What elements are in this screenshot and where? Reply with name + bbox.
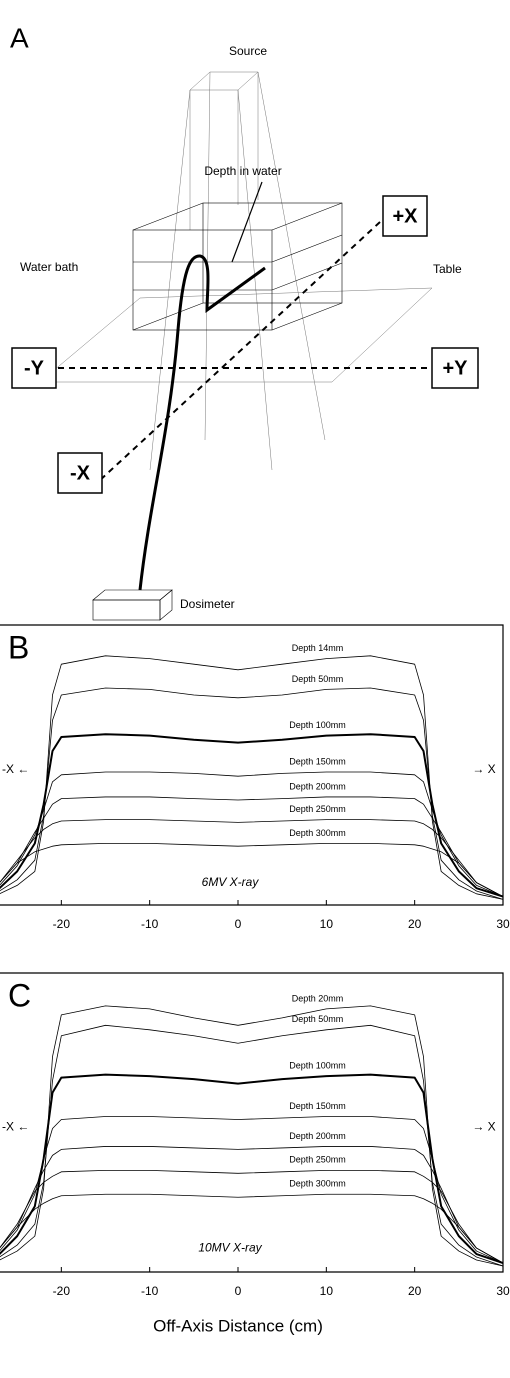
profile-line xyxy=(0,1146,504,1264)
dosimeter-label: Dosimeter xyxy=(180,597,235,611)
profile-line xyxy=(0,1005,504,1267)
profile-line xyxy=(0,687,504,900)
right-label: → X xyxy=(472,762,495,776)
table xyxy=(39,287,433,383)
depth-label: Depth in water xyxy=(204,164,281,178)
series-label: Depth 150mm xyxy=(289,756,346,766)
panel-label: B xyxy=(8,629,29,665)
label-box xyxy=(431,347,479,389)
left-label: -X ← xyxy=(2,762,29,776)
series-label: Depth 50mm xyxy=(292,1014,344,1024)
x-tick-label: -10 xyxy=(141,917,159,931)
label-box xyxy=(11,347,57,389)
profile-line xyxy=(0,796,504,897)
panel-label: C xyxy=(8,977,31,1013)
minus-x: -X xyxy=(70,462,91,484)
bath-edge xyxy=(132,302,204,331)
series-label: Depth 300mm xyxy=(289,1179,346,1189)
source-label: Source xyxy=(229,44,267,58)
plus-x: +X xyxy=(392,205,418,227)
x-tick-label: 10 xyxy=(320,917,334,931)
series-label: Depth 20mm xyxy=(292,993,344,1003)
water-bath-label: Water bath xyxy=(20,260,78,274)
x-tick-label: 0 xyxy=(235,917,242,931)
series-label: Depth 50mm xyxy=(292,674,344,684)
x-tick-label: 30 xyxy=(496,917,510,931)
label-box xyxy=(382,195,428,237)
frame xyxy=(0,972,504,1273)
x-tick-label: 20 xyxy=(408,917,422,931)
x-tick-label: 20 xyxy=(408,1284,422,1298)
bath-front xyxy=(132,229,273,331)
panel-label: A xyxy=(10,22,29,53)
profile-line xyxy=(0,1193,504,1264)
water-line xyxy=(133,234,343,263)
series-label: Depth 250mm xyxy=(289,804,346,814)
series-label: Depth 14mm xyxy=(292,643,344,653)
x-axis-line xyxy=(97,221,381,483)
series-label: Depth 200mm xyxy=(289,1131,346,1141)
profile-line xyxy=(0,655,504,900)
beam-line xyxy=(149,89,191,471)
x-tick-label: 10 xyxy=(320,1284,334,1298)
series-label: Depth 250mm xyxy=(289,1155,346,1165)
label-box xyxy=(57,452,103,494)
beam-label: 6MV X-ray xyxy=(202,875,260,889)
profile-line xyxy=(0,819,504,897)
minus-y: -Y xyxy=(24,357,45,379)
x-axis-title: Off-Axis Distance (cm) xyxy=(153,1316,323,1335)
bath-back xyxy=(202,202,343,304)
left-label: -X ← xyxy=(2,1120,29,1134)
plus-y: +Y xyxy=(442,357,468,379)
dosimeter-front xyxy=(92,599,161,621)
series-label: Depth 200mm xyxy=(289,781,346,791)
series-label: Depth 300mm xyxy=(289,828,346,838)
bath-edge xyxy=(271,302,343,331)
panel-a: A Source Table Water bath -Y +Y +X -X xyxy=(10,22,479,621)
profile-line xyxy=(0,1024,504,1267)
right-label: → X xyxy=(472,1120,495,1134)
beam-line xyxy=(257,71,326,441)
x-tick-label: -10 xyxy=(141,1284,159,1298)
series-label: Depth 150mm xyxy=(289,1101,346,1111)
profile-line xyxy=(0,733,504,898)
cable xyxy=(138,254,266,591)
series-label: Depth 100mm xyxy=(289,720,346,730)
x-tick-label: -20 xyxy=(53,917,71,931)
dosimeter-top xyxy=(92,589,173,601)
profile-line xyxy=(0,1073,504,1264)
x-tick-label: 0 xyxy=(235,1284,242,1298)
bath-edge xyxy=(271,202,343,231)
profile-line xyxy=(0,843,504,897)
profile-line xyxy=(0,1169,504,1264)
beam-line xyxy=(237,89,273,471)
water-line xyxy=(133,262,343,291)
beam-line xyxy=(204,71,211,441)
profile-line xyxy=(0,771,504,897)
beam-label: 10MV X-ray xyxy=(198,1240,262,1254)
dosimeter-side xyxy=(159,589,173,621)
table-label: Table xyxy=(433,262,462,276)
bath-edge xyxy=(132,202,204,231)
frame xyxy=(0,624,504,906)
series-label: Depth 100mm xyxy=(289,1061,346,1071)
x-tick-label: 30 xyxy=(496,1284,510,1298)
depth-pointer xyxy=(231,181,263,263)
source-top xyxy=(189,71,259,91)
x-tick-label: -20 xyxy=(53,1284,71,1298)
